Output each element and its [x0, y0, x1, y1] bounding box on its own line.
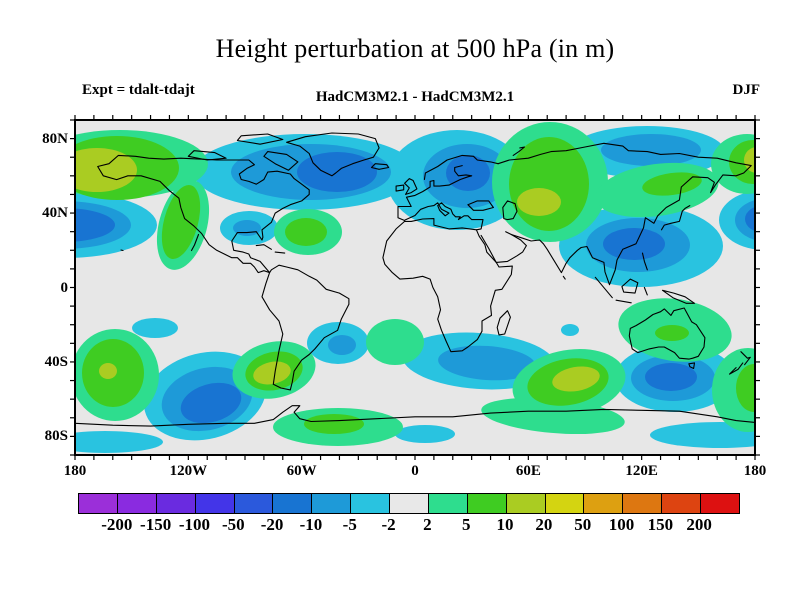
colorbar-tick-label: -10 [299, 515, 323, 534]
colorbar-segment [79, 494, 118, 513]
colorbar-tick-label: 200 [686, 515, 712, 534]
anomaly-region [481, 397, 625, 435]
anomaly-region [75, 208, 115, 242]
experiment-label: Expt = tdalt-tdajt [82, 82, 195, 98]
colorbar-segment [234, 494, 274, 513]
anomaly-region [517, 188, 561, 216]
anomaly-region [438, 345, 536, 381]
colorbar-segment [701, 494, 739, 513]
anomaly-region [395, 425, 455, 443]
anomaly-region [645, 363, 697, 391]
colorbar-tick-label: 100 [608, 515, 635, 534]
colorbar-tick-label: -150 [140, 515, 172, 534]
colorbar-segment [584, 494, 624, 513]
lon-tick-label: 180 [63, 463, 87, 479]
anomaly-region [253, 361, 291, 385]
colorbar-segment [390, 494, 429, 513]
colorbar-segment [156, 494, 196, 513]
lon-tick-label: 60E [515, 463, 541, 479]
lat-tick-label: 40N [42, 205, 68, 222]
anomaly-region [650, 422, 755, 448]
colorbar-tick-label: 5 [461, 515, 471, 534]
anomaly-region [75, 431, 163, 453]
anomaly-region [99, 363, 117, 379]
anomaly-region [328, 335, 356, 355]
season-label: DJF [732, 82, 761, 98]
anomaly-region [603, 228, 665, 260]
anomaly-region [561, 324, 579, 336]
colorbar-tick-label: 150 [647, 515, 674, 534]
colorbar-segment [312, 494, 352, 513]
colorbar-tick-label: 20 [535, 515, 553, 534]
colorbar-tick-label: 2 [423, 515, 432, 534]
coastlines [75, 132, 755, 427]
lon-tick-label: 60W [286, 463, 317, 479]
lat-tick-label: 0 [60, 279, 69, 296]
plot-title: Height perturbation at 500 hPa (in m) [215, 34, 615, 63]
colorbar-segment [273, 494, 313, 513]
anomaly-region [304, 414, 364, 434]
model-diff-label: HadCM3M2.1 - HadCM3M2.1 [315, 89, 515, 105]
colorbar-segment [506, 494, 546, 513]
lat-tick-label: 80N [42, 130, 68, 147]
anomaly-region [285, 218, 327, 246]
colorbar-segment [545, 494, 585, 513]
anomaly-region [745, 206, 755, 232]
colorbar-segment [623, 494, 663, 513]
colorbar-segment [467, 494, 507, 513]
anomaly-region [180, 382, 242, 424]
colorbar-tick-label: -5 [342, 515, 357, 534]
colorbar-tick-label: -20 [260, 515, 284, 534]
colorbar-tick-label: 50 [574, 515, 592, 534]
anomaly-region [736, 364, 755, 412]
colorbar-tick-label: -100 [178, 515, 211, 534]
anomaly-region [366, 319, 424, 365]
colorbar-segment [351, 494, 390, 513]
anomaly-region [509, 137, 589, 231]
lon-tick-label: 0 [411, 463, 419, 479]
map-frame [74, 119, 756, 456]
colorbar-tick-label: -50 [221, 515, 245, 534]
anomaly-region [735, 199, 755, 241]
colorbar-segment [662, 494, 701, 513]
anomaly-region [601, 134, 701, 166]
anomaly-region [132, 318, 178, 338]
lat-tick-label: 80S [44, 428, 68, 445]
anomaly-region [552, 366, 600, 392]
lat-tick-label: 40S [44, 353, 68, 370]
colorbar-segment [428, 494, 468, 513]
map-plot [70, 115, 760, 460]
colorbar-segment [195, 494, 235, 513]
anomaly-region [446, 155, 490, 191]
lon-tick-label: 120E [625, 463, 658, 479]
anomaly-region [161, 185, 201, 259]
anomaly-region [75, 148, 137, 192]
colorbar [78, 493, 740, 514]
anomaly-region [744, 147, 755, 173]
colorbar-tick-label: -2 [381, 515, 396, 534]
colorbar-segment [117, 494, 157, 513]
anomaly-region [655, 325, 689, 341]
lon-tick-label: 180 [743, 463, 767, 479]
lon-tick-label: 120W [169, 463, 208, 479]
colorbar-tick-label: -200 [101, 515, 133, 534]
anomaly-region [642, 172, 702, 196]
colorbar-tick-label: 10 [496, 515, 514, 534]
